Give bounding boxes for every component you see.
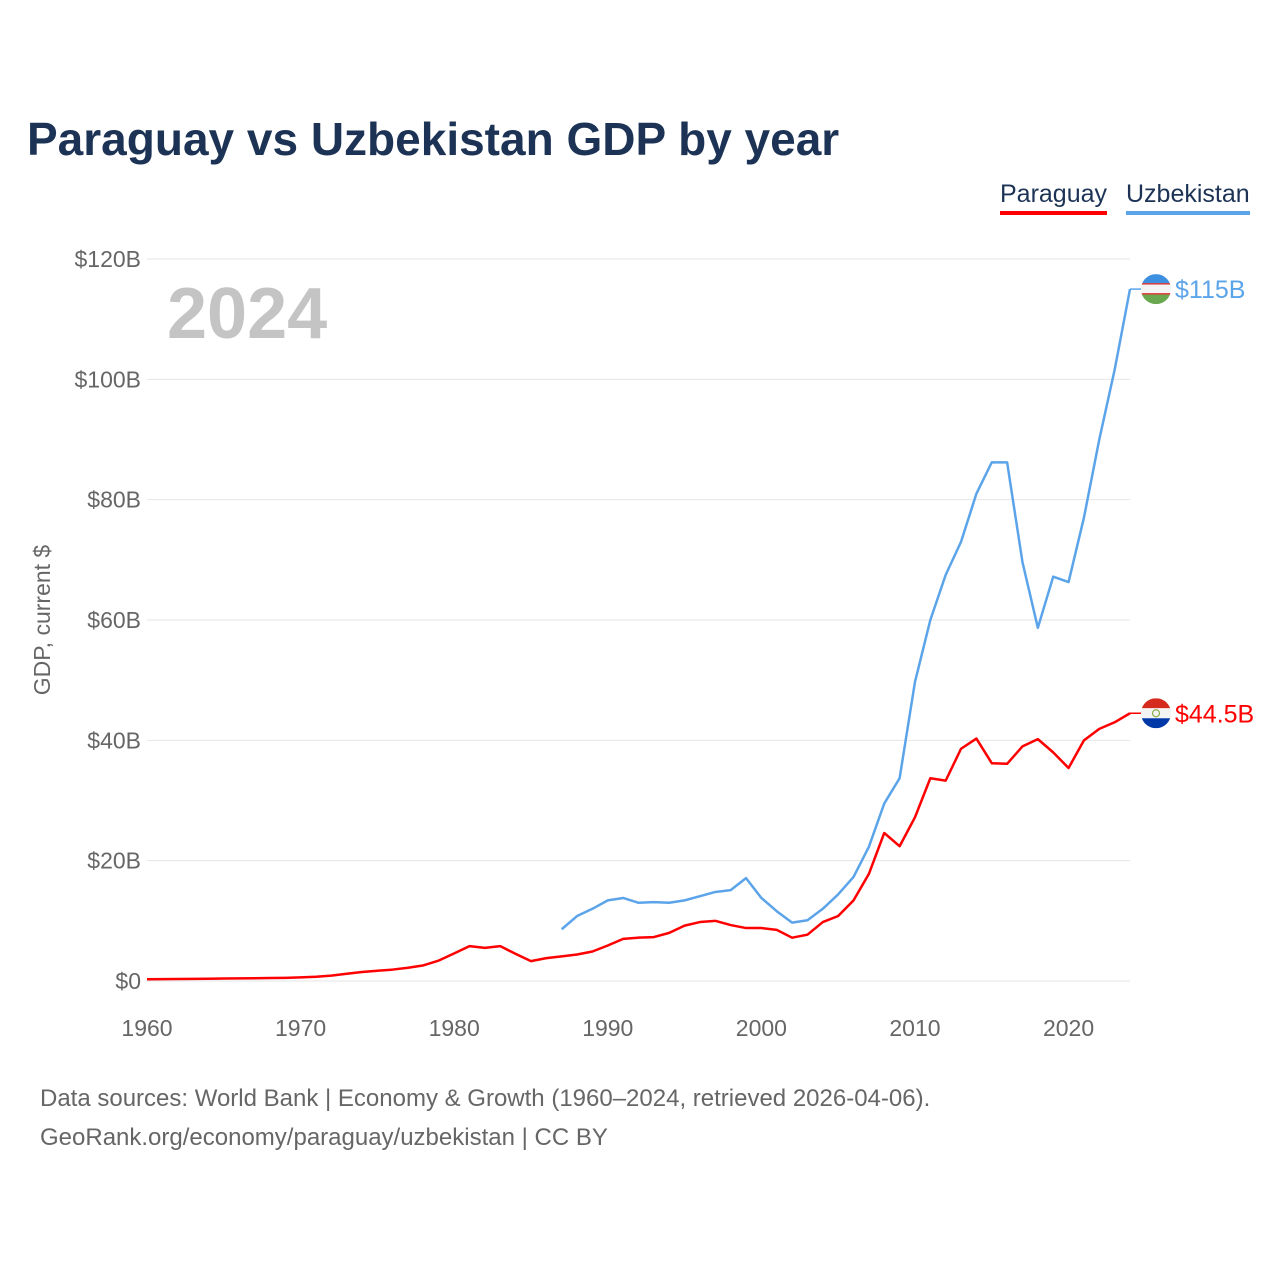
- x-tick-label: 2000: [736, 1015, 787, 1041]
- x-tick-label: 1970: [275, 1015, 326, 1041]
- end-value-label: $44.5B: [1175, 700, 1254, 728]
- year-watermark: 2024: [167, 274, 327, 354]
- y-tick-label: $40B: [87, 727, 141, 753]
- y-tick-label: $0: [115, 968, 141, 994]
- y-tick-label: $20B: [87, 848, 141, 874]
- y-tick-label: $120B: [74, 246, 141, 272]
- y-tick-label: $60B: [87, 607, 141, 633]
- series-line-uzbekistan: [560, 288, 1132, 931]
- series-line-paraguay: [146, 712, 1131, 981]
- x-tick-label: 1980: [429, 1015, 480, 1041]
- source-note: Data sources: World Bank | Economy & Gro…: [40, 1085, 931, 1112]
- uzbekistan-flag-icon: [1141, 274, 1171, 305]
- y-tick-label: $80B: [87, 487, 141, 513]
- paraguay-flag-icon: [1141, 698, 1171, 729]
- end-value-label: $115B: [1175, 276, 1245, 304]
- x-tick-label: 2020: [1043, 1015, 1094, 1041]
- legend-uzbekistan[interactable]: Uzbekistan: [1126, 180, 1250, 215]
- x-tick-label: 1990: [582, 1015, 633, 1041]
- x-tick-label: 1960: [121, 1015, 172, 1041]
- x-tick-label: 2010: [889, 1015, 940, 1041]
- y-axis-label: GDP, current $: [29, 545, 55, 696]
- y-tick-label: $100B: [74, 366, 141, 392]
- chart-title: Paraguay vs Uzbekistan GDP by year: [27, 113, 840, 165]
- source-url[interactable]: GeoRank.org/economy/paraguay/uzbekistan …: [40, 1124, 608, 1151]
- legend-paraguay[interactable]: Paraguay: [1000, 180, 1108, 215]
